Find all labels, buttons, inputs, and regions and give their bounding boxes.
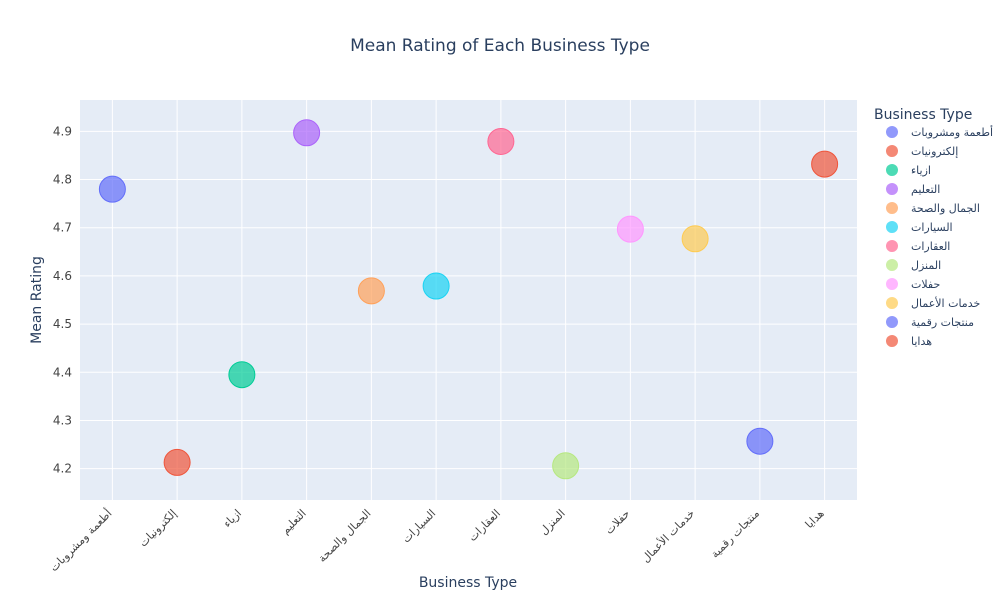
legend-marker [886,145,898,157]
legend-item-label: المنزل [911,259,941,272]
legend-marker [886,259,898,271]
x-tick-label: حفلات [603,507,633,537]
y-tick-label: 4.5 [53,317,72,331]
x-tick-label: أطعمة ومشروبات [47,506,115,574]
data-point [487,127,515,155]
legend-marker [886,221,898,233]
data-point [228,361,256,389]
y-tick-label: 4.9 [53,124,72,138]
legend-marker [886,240,898,252]
legend-item-label: إلكترونيات [911,145,958,158]
x-tick-label: هدايا [803,507,827,531]
data-point [681,225,709,253]
legend-item-label: العقارات [911,240,950,253]
x-tick-label: المنزل [537,507,568,538]
chart-title: Mean Rating of Each Business Type [350,36,650,56]
y-tick-label: 4.8 [53,173,72,187]
y-tick-label: 4.2 [53,462,72,476]
data-point [422,272,450,300]
x-axis-label: Business Type [419,575,517,591]
y-tick-label: 4.3 [53,413,72,427]
legend-marker [886,183,898,195]
data-point [293,119,321,147]
data-point [552,452,580,480]
legend-marker [886,297,898,309]
data-point [811,150,839,178]
x-tick-label: التعليم [279,507,309,537]
y-axis-label: Mean Rating [29,256,45,344]
legend-marker [886,278,898,290]
legend-marker [886,316,898,328]
plot-area [80,100,857,500]
data-point [746,427,774,455]
x-tick-label: العقارات [466,507,503,544]
x-tick-label: الجمال والصحة [316,507,374,565]
legend-marker [886,335,898,347]
legend-marker [886,126,898,138]
legend-item-label: خدمات الأعمال [911,296,980,310]
legend-item-label: التعليم [911,183,940,196]
x-tick-label: السيارات [400,507,439,546]
legend-item-label: حفلات [911,278,940,291]
legend-item-label: الجمال والصحة [911,202,980,215]
x-tick-label: إلكترونيات [137,507,180,550]
legend-title: Business Type [874,107,972,123]
data-point [98,175,126,203]
y-tick-label: 4.6 [53,269,72,283]
legend-item-label: منتجات رقمية [911,316,974,329]
legend-item-label: أطعمة ومشروبات [911,125,993,139]
x-tick-label: منتجات رقمية [708,507,762,561]
x-tick-label: خدمات الأعمال [638,506,697,565]
legend-marker [886,164,898,176]
y-tick-label: 4.4 [53,365,72,379]
legend-marker [886,202,898,214]
legend-item-label: هدايا [911,335,932,348]
data-point [616,215,644,243]
data-point [357,277,385,305]
legend-item-label: ازياء [911,164,931,177]
legend-item-label: السيارات [911,221,953,234]
y-tick-label: 4.7 [53,221,72,235]
x-tick-label: ازياء [221,507,244,530]
data-point [163,448,191,476]
